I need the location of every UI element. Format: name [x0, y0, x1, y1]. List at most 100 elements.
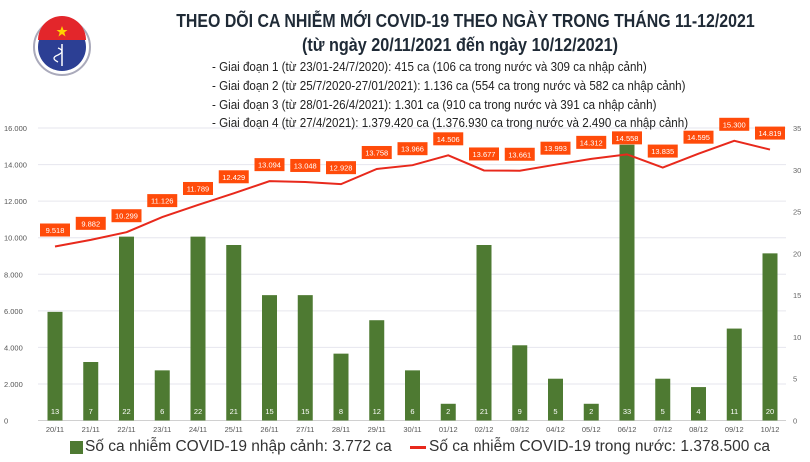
bar-imported — [405, 370, 420, 421]
bar-data-label: 15 — [265, 407, 273, 416]
line-data-label: 12.928 — [330, 164, 353, 173]
left-axis-tick: 8.000 — [4, 270, 23, 279]
x-axis-tick: 06/12 — [618, 425, 637, 434]
bar-data-label: 13 — [51, 407, 59, 416]
left-axis-tick: 2.000 — [4, 380, 23, 389]
line-data-label: 14.312 — [580, 138, 603, 147]
bar-imported — [119, 236, 134, 421]
x-axis-tick: 27/11 — [296, 425, 314, 434]
line-data-label-bg — [326, 161, 356, 175]
line-data-label-bg — [397, 142, 428, 156]
line-data-label-bg — [612, 131, 642, 145]
bar-data-label: 5 — [553, 407, 557, 416]
bar-imported — [369, 320, 385, 421]
legend-item-domestic: Số ca nhiễm COVID-19 trong nước: 1.378.5… — [410, 438, 770, 456]
bar-data-label: 21 — [230, 407, 238, 416]
x-axis-tick: 30/11 — [403, 425, 421, 434]
left-axis-tick: 16.000 — [4, 124, 27, 133]
legend-swatch-bar — [70, 440, 83, 454]
left-axis-tick: 10.000 — [4, 234, 27, 243]
bar-imported — [583, 403, 599, 421]
line-data-label-bg — [361, 145, 392, 159]
left-axis-tick: 14.000 — [4, 161, 27, 170]
x-axis-tick: 28/11 — [332, 425, 350, 434]
x-axis-tick: 24/11 — [189, 425, 207, 434]
line-data-label: 9.518 — [46, 226, 65, 235]
x-axis-tick: 04/12 — [546, 425, 565, 434]
note-phase-3: - Giai đoạn 3 (từ 28/01-26/4/2021): 1.30… — [212, 97, 657, 112]
x-axis-tick: 08/12 — [689, 425, 708, 434]
note-phase-4: - Giai đoạn 4 (từ 27/4/2021): 1.379.420 … — [212, 115, 689, 130]
bar-data-label: 12 — [373, 407, 381, 416]
x-axis-tick: 20/11 — [46, 425, 64, 434]
line-data-label: 12.429 — [222, 173, 245, 182]
line-data-label: 13.048 — [294, 161, 317, 170]
line-data-label-bg — [183, 181, 213, 195]
x-axis-tick: 25/11 — [225, 425, 243, 434]
right-axis-tick: 5 — [793, 375, 797, 384]
line-data-label: 13.677 — [473, 150, 496, 159]
line-data-label: 13.758 — [365, 148, 388, 157]
line-data-label: 13.661 — [508, 150, 531, 159]
bar-data-label: 4 — [696, 407, 700, 416]
legend-label-imported: Số ca nhiễm COVID-19 nhập cảnh: 3.772 ca — [85, 438, 392, 455]
right-axis-tick: 30 — [793, 166, 801, 175]
line-data-label-bg — [433, 132, 464, 146]
legend-item-imported: Số ca nhiễm COVID-19 nhập cảnh: 3.772 ca — [70, 438, 392, 456]
bar-data-label: 2 — [446, 407, 450, 416]
bar-imported — [476, 245, 492, 421]
chart-title: THEO DÕI CA NHIỄM MỚI COVID-19 THEO NGÀY… — [176, 10, 755, 31]
line-data-label: 13.094 — [258, 161, 281, 170]
bar-imported — [691, 387, 706, 421]
bar-imported — [297, 295, 313, 421]
x-axis-tick: 29/11 — [368, 425, 386, 434]
bar-imported — [655, 378, 671, 421]
bar-data-label: 7 — [89, 407, 93, 416]
line-data-label: 14.558 — [616, 134, 639, 143]
line-data-label: 11.126 — [151, 197, 173, 206]
line-data-label-bg — [75, 216, 106, 230]
ministry-of-health-logo — [33, 16, 91, 76]
x-axis-tick: 03/12 — [510, 425, 529, 434]
bar-data-label: 33 — [623, 407, 631, 416]
bar-imported — [154, 370, 170, 421]
x-axis-tick: 26/11 — [260, 425, 278, 434]
bar-imported — [83, 362, 99, 421]
x-axis-tick: 23/11 — [153, 425, 171, 434]
line-data-label-bg — [504, 147, 535, 161]
line-data-label: 13.835 — [651, 147, 674, 156]
bar-imported — [226, 245, 242, 421]
line-data-label-bg — [111, 209, 142, 223]
line-data-label: 14.595 — [687, 133, 710, 142]
left-axis-tick: 6.000 — [4, 307, 23, 316]
x-axis-tick: 07/12 — [653, 425, 672, 434]
bar-data-label: 6 — [160, 407, 164, 416]
bar-data-label: 9 — [518, 407, 522, 416]
line-data-label-bg — [755, 126, 785, 140]
bar-imported — [262, 295, 277, 421]
bar-imported — [619, 144, 635, 421]
bar-imported — [512, 345, 528, 421]
bar-data-label: 2 — [589, 407, 593, 416]
bar-data-label: 21 — [480, 407, 488, 416]
line-data-label-bg — [647, 144, 678, 158]
legend-label-domestic: Số ca nhiễm COVID-19 trong nước: 1.378.5… — [429, 438, 771, 455]
bar-imported — [440, 403, 456, 421]
line-data-label-bg — [218, 170, 249, 184]
star-icon — [56, 26, 68, 37]
note-phase-2: - Giai đoạn 2 (từ 25/7/2020-27/01/2021):… — [212, 78, 686, 93]
bar-data-label: 22 — [194, 407, 202, 416]
bar-data-label: 8 — [339, 407, 343, 416]
bar-imported — [333, 353, 349, 421]
x-axis-tick: 10/12 — [761, 425, 780, 434]
line-data-label: 14.819 — [759, 129, 782, 138]
line-data-label: 9.882 — [81, 219, 100, 228]
x-axis-tick: 21/11 — [82, 425, 100, 434]
line-data-label-bg — [290, 158, 321, 172]
x-axis-tick: 22/11 — [117, 425, 135, 434]
line-data-label: 14.506 — [437, 135, 460, 144]
left-axis-tick: 0 — [4, 417, 8, 426]
bar-data-label: 5 — [661, 407, 665, 416]
line-data-label: 10.299 — [115, 212, 138, 221]
